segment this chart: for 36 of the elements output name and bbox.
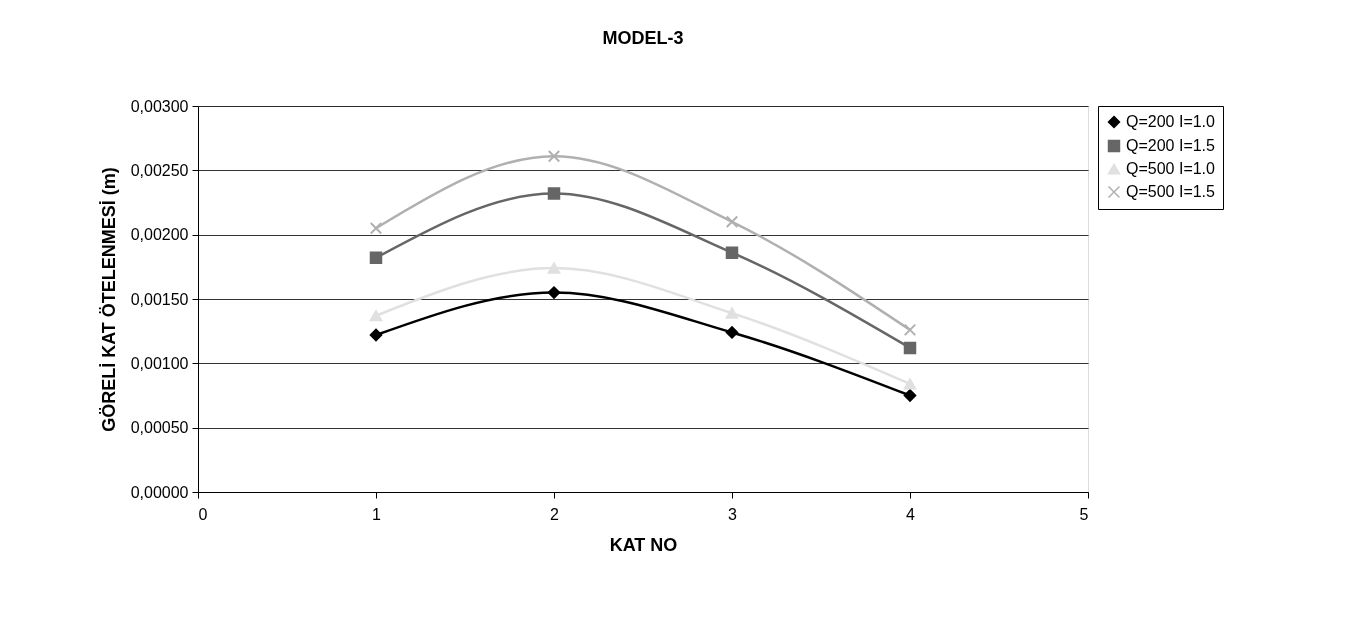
x-tick-label: 3 <box>728 505 738 523</box>
legend-label: Q=200 I=1.5 <box>1126 137 1216 154</box>
point <box>369 221 383 235</box>
x-tick-label: 4 <box>906 505 916 523</box>
x-tick-label: 0 <box>198 505 208 523</box>
point <box>725 246 739 259</box>
point <box>369 328 383 342</box>
point <box>903 341 917 355</box>
y-tick-label: 0,00300 <box>130 97 189 115</box>
point <box>547 286 561 299</box>
y-tick-label: 0,00150 <box>130 290 189 308</box>
y-axis-title: GÖRELİ KAT ÖTELENMESİ (m) <box>98 167 119 432</box>
point <box>547 187 561 200</box>
point <box>725 215 739 229</box>
y-tick-label: 0,00100 <box>130 354 189 372</box>
point <box>725 326 739 339</box>
point <box>547 262 561 274</box>
point <box>369 251 383 265</box>
point <box>547 149 561 163</box>
y-tick-label: 0,00000 <box>130 483 189 501</box>
y-tick-label: 0,00250 <box>130 161 189 179</box>
legend-label: Q=500 I=1.5 <box>1126 183 1216 200</box>
legend-label: Q=200 I=1.0 <box>1126 113 1216 130</box>
point <box>903 378 917 390</box>
x-tick-label: 2 <box>550 505 560 523</box>
point <box>369 310 383 322</box>
x-tick-label: 1 <box>372 505 382 523</box>
x-axis-title: KAT NO <box>609 534 678 555</box>
y-tick-label: 0,00200 <box>130 226 189 244</box>
point <box>903 323 917 337</box>
chart-title: MODEL-3 <box>602 28 684 48</box>
x-tick-label: 5 <box>1079 505 1089 523</box>
point <box>725 307 739 319</box>
point <box>903 389 917 402</box>
y-tick-label: 0,00050 <box>130 419 189 437</box>
legend-label: Q=500 I=1.0 <box>1126 160 1216 177</box>
